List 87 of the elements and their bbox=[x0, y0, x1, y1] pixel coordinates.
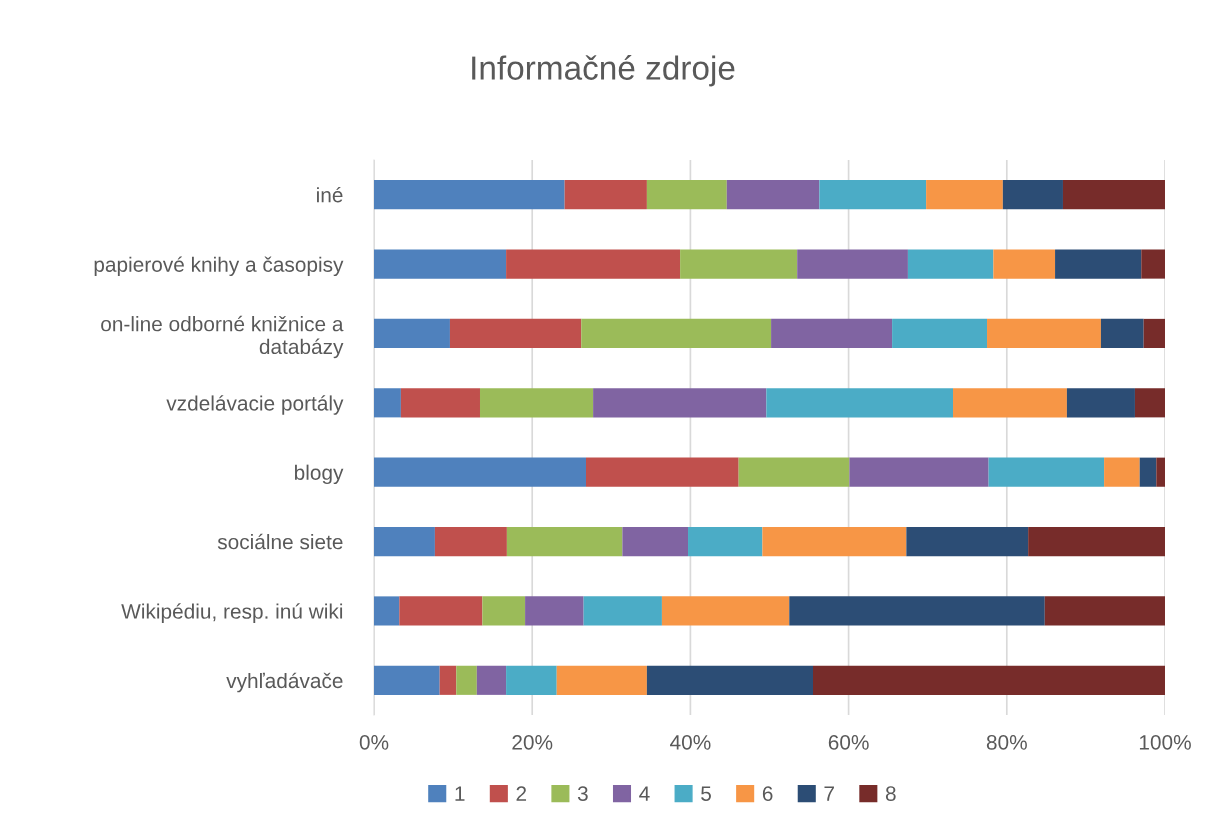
bar bbox=[374, 318, 450, 349]
bar bbox=[1139, 457, 1157, 487]
y-tick-label: Wikipédiu, resp. inú wiki bbox=[121, 603, 343, 623]
bar bbox=[907, 249, 994, 279]
bar bbox=[849, 457, 989, 487]
bar bbox=[1002, 180, 1063, 210]
bar bbox=[906, 526, 1029, 557]
bar bbox=[374, 388, 401, 418]
legend-label: 4 bbox=[639, 786, 650, 801]
legend-label: 5 bbox=[701, 786, 711, 801]
bar bbox=[374, 180, 565, 210]
bar bbox=[661, 596, 790, 626]
bar bbox=[988, 457, 1105, 487]
bar bbox=[593, 388, 767, 418]
bar bbox=[456, 665, 477, 695]
bar bbox=[993, 249, 1056, 279]
y-tick-label: vyhľadávače bbox=[226, 672, 343, 693]
y-tick-label: vzdelávacie portály bbox=[166, 395, 344, 415]
bar bbox=[506, 665, 557, 695]
bar bbox=[688, 526, 763, 557]
x-tick-label: 80% bbox=[986, 734, 1027, 750]
y-tick-label: iné bbox=[317, 186, 343, 203]
bar bbox=[1100, 318, 1144, 349]
bar bbox=[987, 318, 1101, 349]
bar bbox=[789, 596, 1045, 626]
y-tick-label: on-line odborné knižnice a databázy bbox=[101, 315, 344, 359]
bar bbox=[506, 249, 681, 279]
legend-label: 6 bbox=[762, 786, 773, 801]
x-tick-label: 60% bbox=[828, 734, 869, 750]
bar bbox=[399, 596, 483, 626]
bar bbox=[581, 318, 772, 349]
bar bbox=[726, 180, 820, 210]
bar bbox=[439, 665, 457, 695]
bar bbox=[892, 318, 988, 349]
bar bbox=[738, 457, 850, 487]
bar bbox=[766, 388, 954, 418]
bar bbox=[646, 180, 727, 210]
bar bbox=[771, 318, 893, 349]
bar bbox=[797, 249, 908, 279]
bar bbox=[1055, 249, 1142, 279]
bar bbox=[374, 457, 586, 487]
bar bbox=[374, 249, 507, 279]
bar bbox=[525, 596, 584, 626]
bar bbox=[374, 526, 435, 557]
bar bbox=[680, 249, 798, 279]
legend-label: 1 bbox=[455, 786, 465, 801]
y-tick-label: blogy bbox=[294, 464, 344, 485]
legend-label: 2 bbox=[516, 786, 527, 801]
bar bbox=[556, 665, 647, 695]
bar bbox=[479, 388, 594, 418]
bar bbox=[646, 665, 814, 695]
bar bbox=[476, 665, 507, 695]
bar bbox=[374, 665, 440, 695]
bar bbox=[1066, 388, 1135, 418]
x-tick-label: 0% bbox=[359, 734, 389, 750]
bar bbox=[926, 180, 1003, 210]
x-tick-label: 100% bbox=[1139, 734, 1191, 750]
bar bbox=[400, 388, 480, 418]
bar bbox=[1104, 457, 1140, 487]
bar bbox=[762, 526, 907, 557]
bar bbox=[564, 180, 647, 210]
y-tick-label: papierové knihy a časopisy bbox=[94, 256, 344, 277]
bar bbox=[506, 526, 623, 557]
x-tick-label: 20% bbox=[512, 734, 553, 750]
bar bbox=[1134, 388, 1165, 418]
bar bbox=[1156, 457, 1165, 487]
bar bbox=[583, 596, 662, 626]
bar bbox=[1062, 180, 1165, 210]
bar bbox=[1028, 526, 1165, 557]
bar bbox=[622, 526, 689, 557]
bar bbox=[449, 318, 582, 349]
bar bbox=[953, 388, 1067, 418]
bar bbox=[482, 596, 526, 626]
chart-title: Informačné zdroje bbox=[472, 55, 735, 87]
bar bbox=[1044, 596, 1165, 626]
bar bbox=[1143, 318, 1165, 349]
bar bbox=[813, 665, 1165, 695]
bar bbox=[374, 596, 400, 626]
bar bbox=[434, 526, 507, 557]
bar bbox=[585, 457, 739, 487]
legend-label: 8 bbox=[885, 786, 896, 801]
legend-label: 7 bbox=[824, 786, 834, 801]
bar bbox=[819, 180, 927, 210]
bar bbox=[1141, 249, 1165, 279]
x-tick-label: 40% bbox=[670, 734, 711, 750]
y-tick-label: sociálne siete bbox=[217, 533, 343, 550]
legend-label: 3 bbox=[577, 786, 588, 801]
